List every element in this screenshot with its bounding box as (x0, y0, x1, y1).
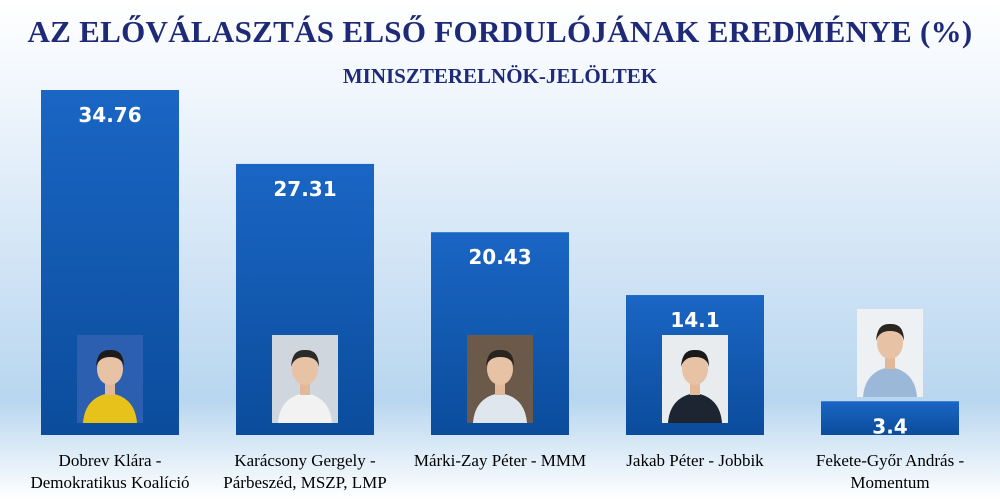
category-label-line: Momentum (850, 473, 930, 492)
candidate-photo (467, 335, 533, 423)
bar-value-label: 14.1 (670, 308, 719, 332)
candidate-photo (272, 335, 338, 423)
bar-value-label: 27.31 (273, 177, 336, 201)
category-label: Jakab Péter - Jobbik (605, 450, 785, 472)
category-label: Márki-Zay Péter - MMM (410, 450, 590, 472)
category-label-line: Demokratikus Koalíció (30, 473, 190, 492)
chart-subtitle: MINISZTERELNÖK-JELÖLTEK (342, 64, 658, 88)
category-label-line: Jakab Péter - Jobbik (626, 451, 764, 470)
candidate-photo (77, 335, 143, 423)
category-label: Karácsony Gergely - Párbeszéd, MSZP, LMP (215, 450, 395, 494)
category-label-line: Márki-Zay Péter - MMM (413, 451, 587, 470)
bar-value-label: 3.4 (872, 414, 907, 438)
bar-value-label: 20.43 (468, 245, 531, 269)
category-label-line: Párbeszéd, MSZP, LMP (223, 473, 387, 492)
category-label: Fekete-Győr András - Momentum (800, 450, 980, 494)
bar-5 (821, 401, 959, 435)
category-label: Dobrev Klára - Demokratikus Koalíció (20, 450, 200, 494)
category-label-line: Dobrev Klára - (58, 451, 162, 470)
category-label-line: Karácsony Gergely - (234, 451, 376, 470)
chart-title: AZ ELŐVÁLASZTÁS ELSŐ FORDULÓJÁNAK EREDMÉ… (27, 14, 973, 49)
bar-value-label: 34.76 (78, 103, 141, 127)
candidate-photo (662, 335, 728, 423)
candidate-photo (857, 309, 923, 397)
category-label-line: Fekete-Győr András - (815, 451, 965, 470)
